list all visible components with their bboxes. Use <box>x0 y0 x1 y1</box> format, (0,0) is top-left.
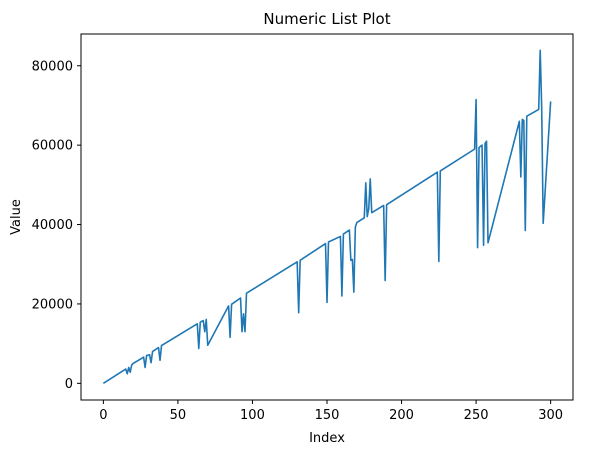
x-axis-ticks: 0 50 100 150 200 250 300 <box>99 400 563 423</box>
y-axis-label: Value <box>9 199 24 235</box>
x-tick-label: 300 <box>538 408 563 423</box>
x-tick-label: 150 <box>315 408 340 423</box>
x-tick-label: 250 <box>464 408 489 423</box>
x-tick-label: 0 <box>99 408 107 423</box>
chart-title: Numeric List Plot <box>263 10 390 28</box>
series-line <box>102 49 552 385</box>
y-tick-label: 60000 <box>32 139 73 154</box>
y-axis-ticks: 0 20000 40000 60000 80000 <box>32 59 81 392</box>
x-tick-label: 50 <box>170 408 187 423</box>
x-axis-label: Index <box>309 431 345 446</box>
plot-frame <box>80 33 574 401</box>
y-tick-label: 80000 <box>32 59 73 74</box>
y-tick-label: 40000 <box>32 218 73 233</box>
x-tick-label: 200 <box>389 408 414 423</box>
x-tick-label: 100 <box>240 408 265 423</box>
y-tick-label: 0 <box>65 377 73 392</box>
y-tick-label: 20000 <box>32 297 73 312</box>
plot-area: 0 50 100 150 200 250 300 0 20000 40000 60000 80000 <box>32 33 574 423</box>
